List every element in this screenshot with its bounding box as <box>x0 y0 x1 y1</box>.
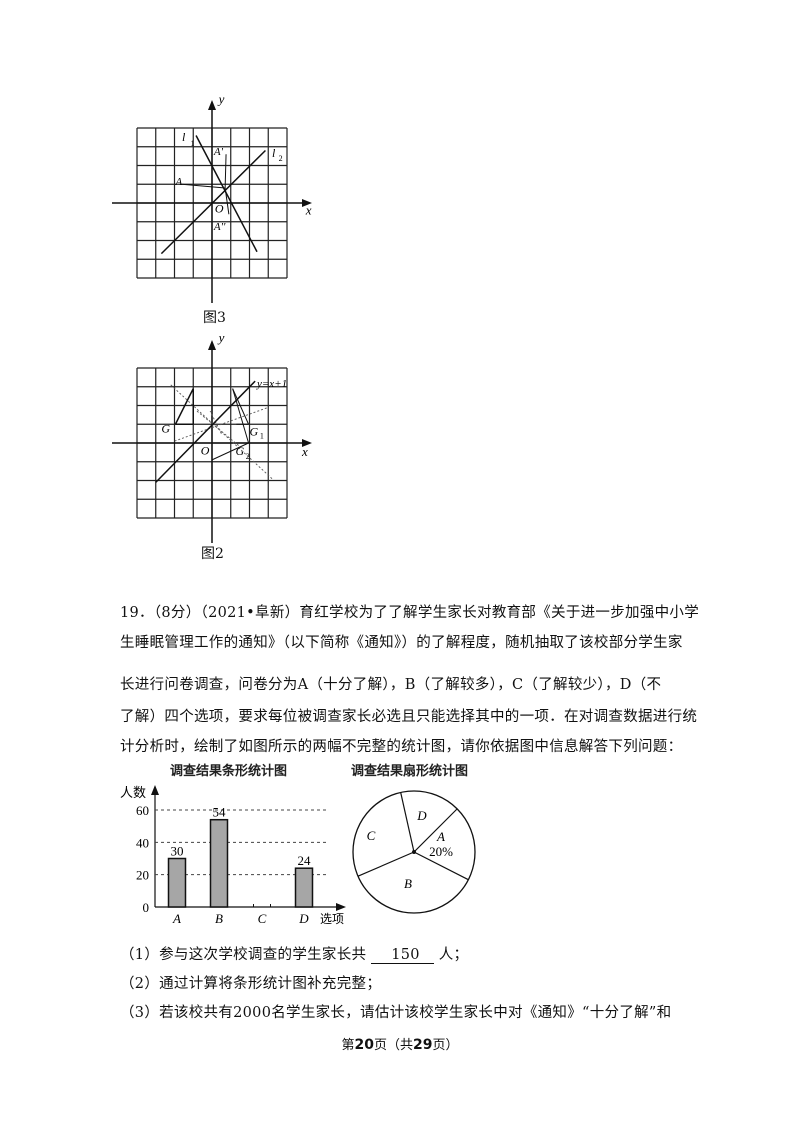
pie-slice-label-b: B <box>404 876 412 891</box>
l1-label: l <box>182 130 186 144</box>
y-axis-arrow-icon <box>208 340 216 350</box>
dotted-line <box>209 410 222 434</box>
x-axis-label: x <box>305 202 312 217</box>
x-tick-label: C <box>258 911 267 926</box>
x-axis-label: 选项 <box>320 912 344 926</box>
origin-label: O <box>201 443 210 457</box>
x-axis-arrow-icon <box>336 903 346 911</box>
triangle-g1-edge <box>232 388 250 444</box>
question-line-3: 长进行问卷调查，问卷分为A（十分了解），B（了解较多），C（了解较少），D（不 <box>120 677 662 693</box>
segment-a-to-intersection <box>181 183 226 189</box>
pie-slice-label-d: D <box>416 808 427 823</box>
point-a-label: A <box>174 176 182 188</box>
pie-slice-label-c: C <box>367 828 376 843</box>
y-tick-label: 0 <box>143 900 150 915</box>
dotted-line <box>174 406 269 442</box>
y-tick-label: 60 <box>136 803 149 818</box>
y-axis-label: y <box>217 92 225 107</box>
x-axis-label: x <box>301 444 308 459</box>
figure-3-caption: 图3 <box>203 310 226 326</box>
question-line-4: 了解）四个选项，要求每位被调查家长必选且只能选择其中的一项．在对调查数据进行统 <box>120 709 698 725</box>
y-axis-label: 人数 <box>120 785 146 800</box>
footer-middle: 页（共 <box>373 1038 413 1053</box>
pie-slice-boundary-a <box>413 808 458 853</box>
question-line-1: 19．（8分）（2021•阜新）育红学校为了了解学生家长对教育部《关于进一步加强… <box>120 605 700 621</box>
x-tick-label: D <box>298 911 309 926</box>
pie-chart: A20% B C D <box>352 790 476 914</box>
sub-question-2: （2）通过计算将条形统计图补充完整； <box>120 976 382 992</box>
footer-suffix: 页） <box>432 1038 459 1053</box>
bar-data-label: 30 <box>171 844 184 859</box>
pie-slice-percent-a: 20% <box>429 844 453 859</box>
pie-slice-boundary-b <box>413 851 469 881</box>
y-tick-label: 40 <box>136 835 149 850</box>
triangle-g1-edge <box>232 388 250 425</box>
bar-data-label: 24 <box>298 853 312 868</box>
x-axis-arrow-icon <box>302 439 312 447</box>
pie-chart-title: 调查结果扇形统计图 <box>351 764 469 779</box>
point-g1-label: G <box>250 425 259 439</box>
y-axis-label: y <box>217 335 225 345</box>
y-axis-arrow-icon <box>151 785 159 795</box>
line-l1 <box>195 135 258 253</box>
bar-b <box>209 818 229 908</box>
triangle-g-edge <box>174 388 194 425</box>
sub-question-1-answer: 150 <box>371 948 434 964</box>
bar-data-label: 54 <box>213 805 227 820</box>
sub-question-1-suffix: 人； <box>438 947 469 963</box>
point-a1-label: A' <box>213 146 224 158</box>
point-g-label: G <box>161 422 170 436</box>
bar-d <box>294 867 314 908</box>
segment-a1-to-intersection <box>224 154 227 189</box>
footer-page-number: 20 <box>354 1037 374 1053</box>
pie-slice-boundary-d <box>400 792 415 853</box>
segment-g2 <box>211 442 249 461</box>
l2-subscript: 2 <box>279 154 283 163</box>
line-l2 <box>160 149 266 255</box>
dotted-line <box>170 384 273 479</box>
x-axis-arrow-icon <box>302 199 312 207</box>
y-axis-arrow-icon <box>208 100 216 110</box>
l1-subscript: 1 <box>190 139 194 148</box>
y-tick-label: 20 <box>136 868 149 883</box>
pie-slice-boundary-c <box>357 851 415 877</box>
g2-subscript: 2 <box>246 452 250 461</box>
bar-a <box>167 857 187 908</box>
bar-chart-title: 调查结果条形统计图 <box>170 764 288 779</box>
point-a2-label: A'' <box>213 221 226 233</box>
figure-2-caption: 图2 <box>201 546 224 562</box>
l2-label: l <box>272 146 276 160</box>
question-line-2: 生睡眠管理工作的通知》（以下简称《通知》）的了解程度，随机抽取了该校部分学生家 <box>120 635 683 651</box>
g1-subscript: 1 <box>260 431 264 440</box>
question-line-5: 计分析时，绘制了如图所示的两幅不完整的统计图，请你依据图中信息解答下列问题： <box>120 739 683 755</box>
sub-question-1: （1）参与这次学校调查的学生家长共 150 人； <box>120 943 468 964</box>
x-tick-label: B <box>215 911 223 926</box>
pie-center-dot <box>412 850 416 854</box>
segment-a2-to-intersection <box>224 187 230 215</box>
origin-label: O <box>215 201 224 215</box>
page-footer: 第20页（共29页） <box>0 1034 800 1053</box>
x-tick-label: A <box>172 911 181 926</box>
footer-total-pages: 29 <box>413 1037 433 1053</box>
sub-question-1-prefix: （1）参与这次学校调查的学生家长共 <box>120 947 367 963</box>
sub-question-3: （3）若该校共有2000名学生家长，请估计该校学生家长中对《通知》“十分了解”和 <box>120 1005 672 1021</box>
dotted-line <box>196 410 241 448</box>
footer-prefix: 第 <box>341 1038 355 1053</box>
pie-slice-label-a: A <box>436 829 445 844</box>
point-g2-label: G <box>235 444 244 458</box>
line-y-equals-x-plus-1 <box>155 380 256 483</box>
line-equation-label: y=x+1 <box>256 378 287 390</box>
